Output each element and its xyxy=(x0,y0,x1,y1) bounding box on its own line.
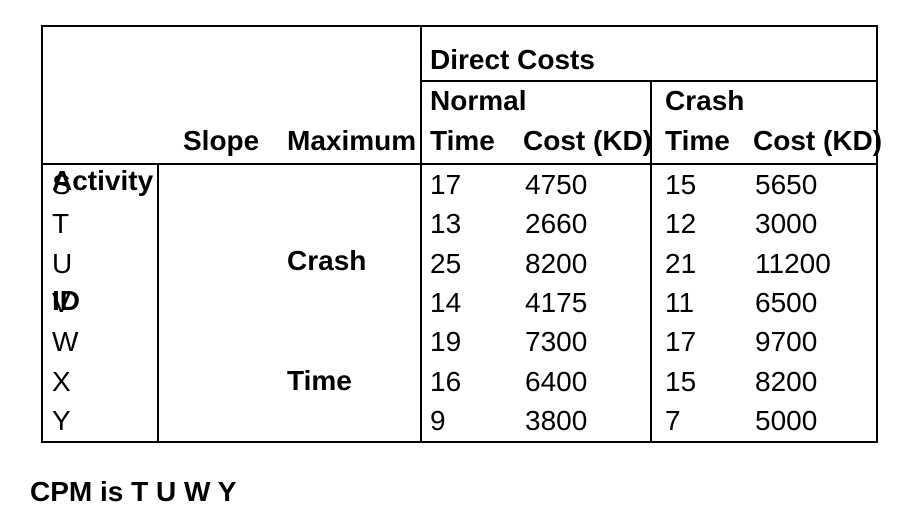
normal-cost-cell: 7300 xyxy=(525,326,588,358)
col-group-header-crash: Crash xyxy=(665,85,745,116)
activity-id-cell: Y xyxy=(52,405,71,437)
table-body: S 17 4750 15 5650 T 13 2660 12 3000 U 25… xyxy=(43,165,876,441)
table-row: X 16 6400 15 8200 xyxy=(43,362,876,401)
crash-time-cell: 15 xyxy=(665,365,697,397)
col-header-crash-cost: Cost (KD) xyxy=(753,125,883,156)
normal-cost-cell: 2660 xyxy=(525,208,588,240)
crash-cost-cell: 3000 xyxy=(755,208,818,240)
activity-id-cell: S xyxy=(52,168,71,200)
header-maxcrash-line2: Crash xyxy=(287,245,367,276)
col-header-slope: Slope xyxy=(183,125,260,156)
activity-id-cell: V xyxy=(52,286,71,318)
divider-normal-vs-crash xyxy=(650,80,652,441)
normal-time-cell: 13 xyxy=(430,208,462,240)
crash-cost-cell: 8200 xyxy=(755,365,818,397)
normal-cost-cell: 4750 xyxy=(525,168,588,200)
col-group-header-normal: Normal xyxy=(430,85,527,116)
activity-id-cell: T xyxy=(52,208,70,240)
crash-time-cell: 12 xyxy=(665,208,697,240)
table-row: W 19 7300 17 9700 xyxy=(43,323,876,362)
table-row: S 17 4750 15 5650 xyxy=(43,165,876,204)
header-maxcrash-line1: Maximum xyxy=(287,125,417,156)
activity-id-cell: W xyxy=(52,326,79,358)
normal-time-cell: 19 xyxy=(430,326,462,358)
normal-cost-cell: 6400 xyxy=(525,365,588,397)
crash-cost-cell: 9700 xyxy=(755,326,818,358)
table-row: Y 9 3800 7 5000 xyxy=(43,402,876,441)
col-header-normal-cost: Cost (KD) xyxy=(523,125,653,156)
divider-left-vs-direct-costs xyxy=(420,27,422,441)
header-row-underline xyxy=(43,163,876,165)
normal-time-cell: 25 xyxy=(430,247,462,279)
activity-crash-cost-table: Activity ID Slope Maximum Crash Time Dir… xyxy=(41,25,882,443)
header-activity-line1: Activity xyxy=(52,165,154,196)
crash-cost-cell: 5650 xyxy=(755,168,818,200)
activity-id-cell: X xyxy=(52,365,71,397)
normal-time-cell: 9 xyxy=(430,405,446,437)
normal-cost-cell: 8200 xyxy=(525,247,588,279)
table-row: U 25 8200 21 11200 xyxy=(43,244,876,283)
table-row: T 13 2660 12 3000 xyxy=(43,204,876,243)
col-header-activity-id: Activity ID xyxy=(52,81,153,401)
crash-cost-cell: 11200 xyxy=(755,247,831,279)
normal-cost-cell: 4175 xyxy=(525,286,588,318)
crash-cost-cell: 5000 xyxy=(755,405,818,437)
activity-id-cell: U xyxy=(52,247,73,279)
normal-cost-cell: 3800 xyxy=(525,405,588,437)
header-maxcrash-line3: Time xyxy=(287,365,352,396)
normal-time-cell: 17 xyxy=(430,168,462,200)
crash-time-cell: 17 xyxy=(665,326,697,358)
crash-cost-cell: 6500 xyxy=(755,286,818,318)
header-activity-line2: ID xyxy=(52,285,80,316)
cpm-result-note: CPM is T U W Y xyxy=(30,476,237,507)
direct-costs-header-underline xyxy=(420,80,876,82)
crash-time-cell: 21 xyxy=(665,247,697,279)
divider-activity-id-column xyxy=(157,163,159,441)
col-header-crash-time: Time xyxy=(665,125,730,156)
normal-time-cell: 16 xyxy=(430,365,462,397)
crash-time-cell: 11 xyxy=(665,286,695,318)
crash-time-cell: 15 xyxy=(665,168,697,200)
col-header-maximum-crash-time: Maximum Crash Time xyxy=(287,41,416,481)
section-header-direct-costs: Direct Costs xyxy=(430,44,595,75)
table-row: V 14 4175 11 6500 xyxy=(43,283,876,322)
col-header-normal-time: Time xyxy=(430,125,495,156)
normal-time-cell: 14 xyxy=(430,286,462,318)
crash-time-cell: 7 xyxy=(665,405,681,437)
